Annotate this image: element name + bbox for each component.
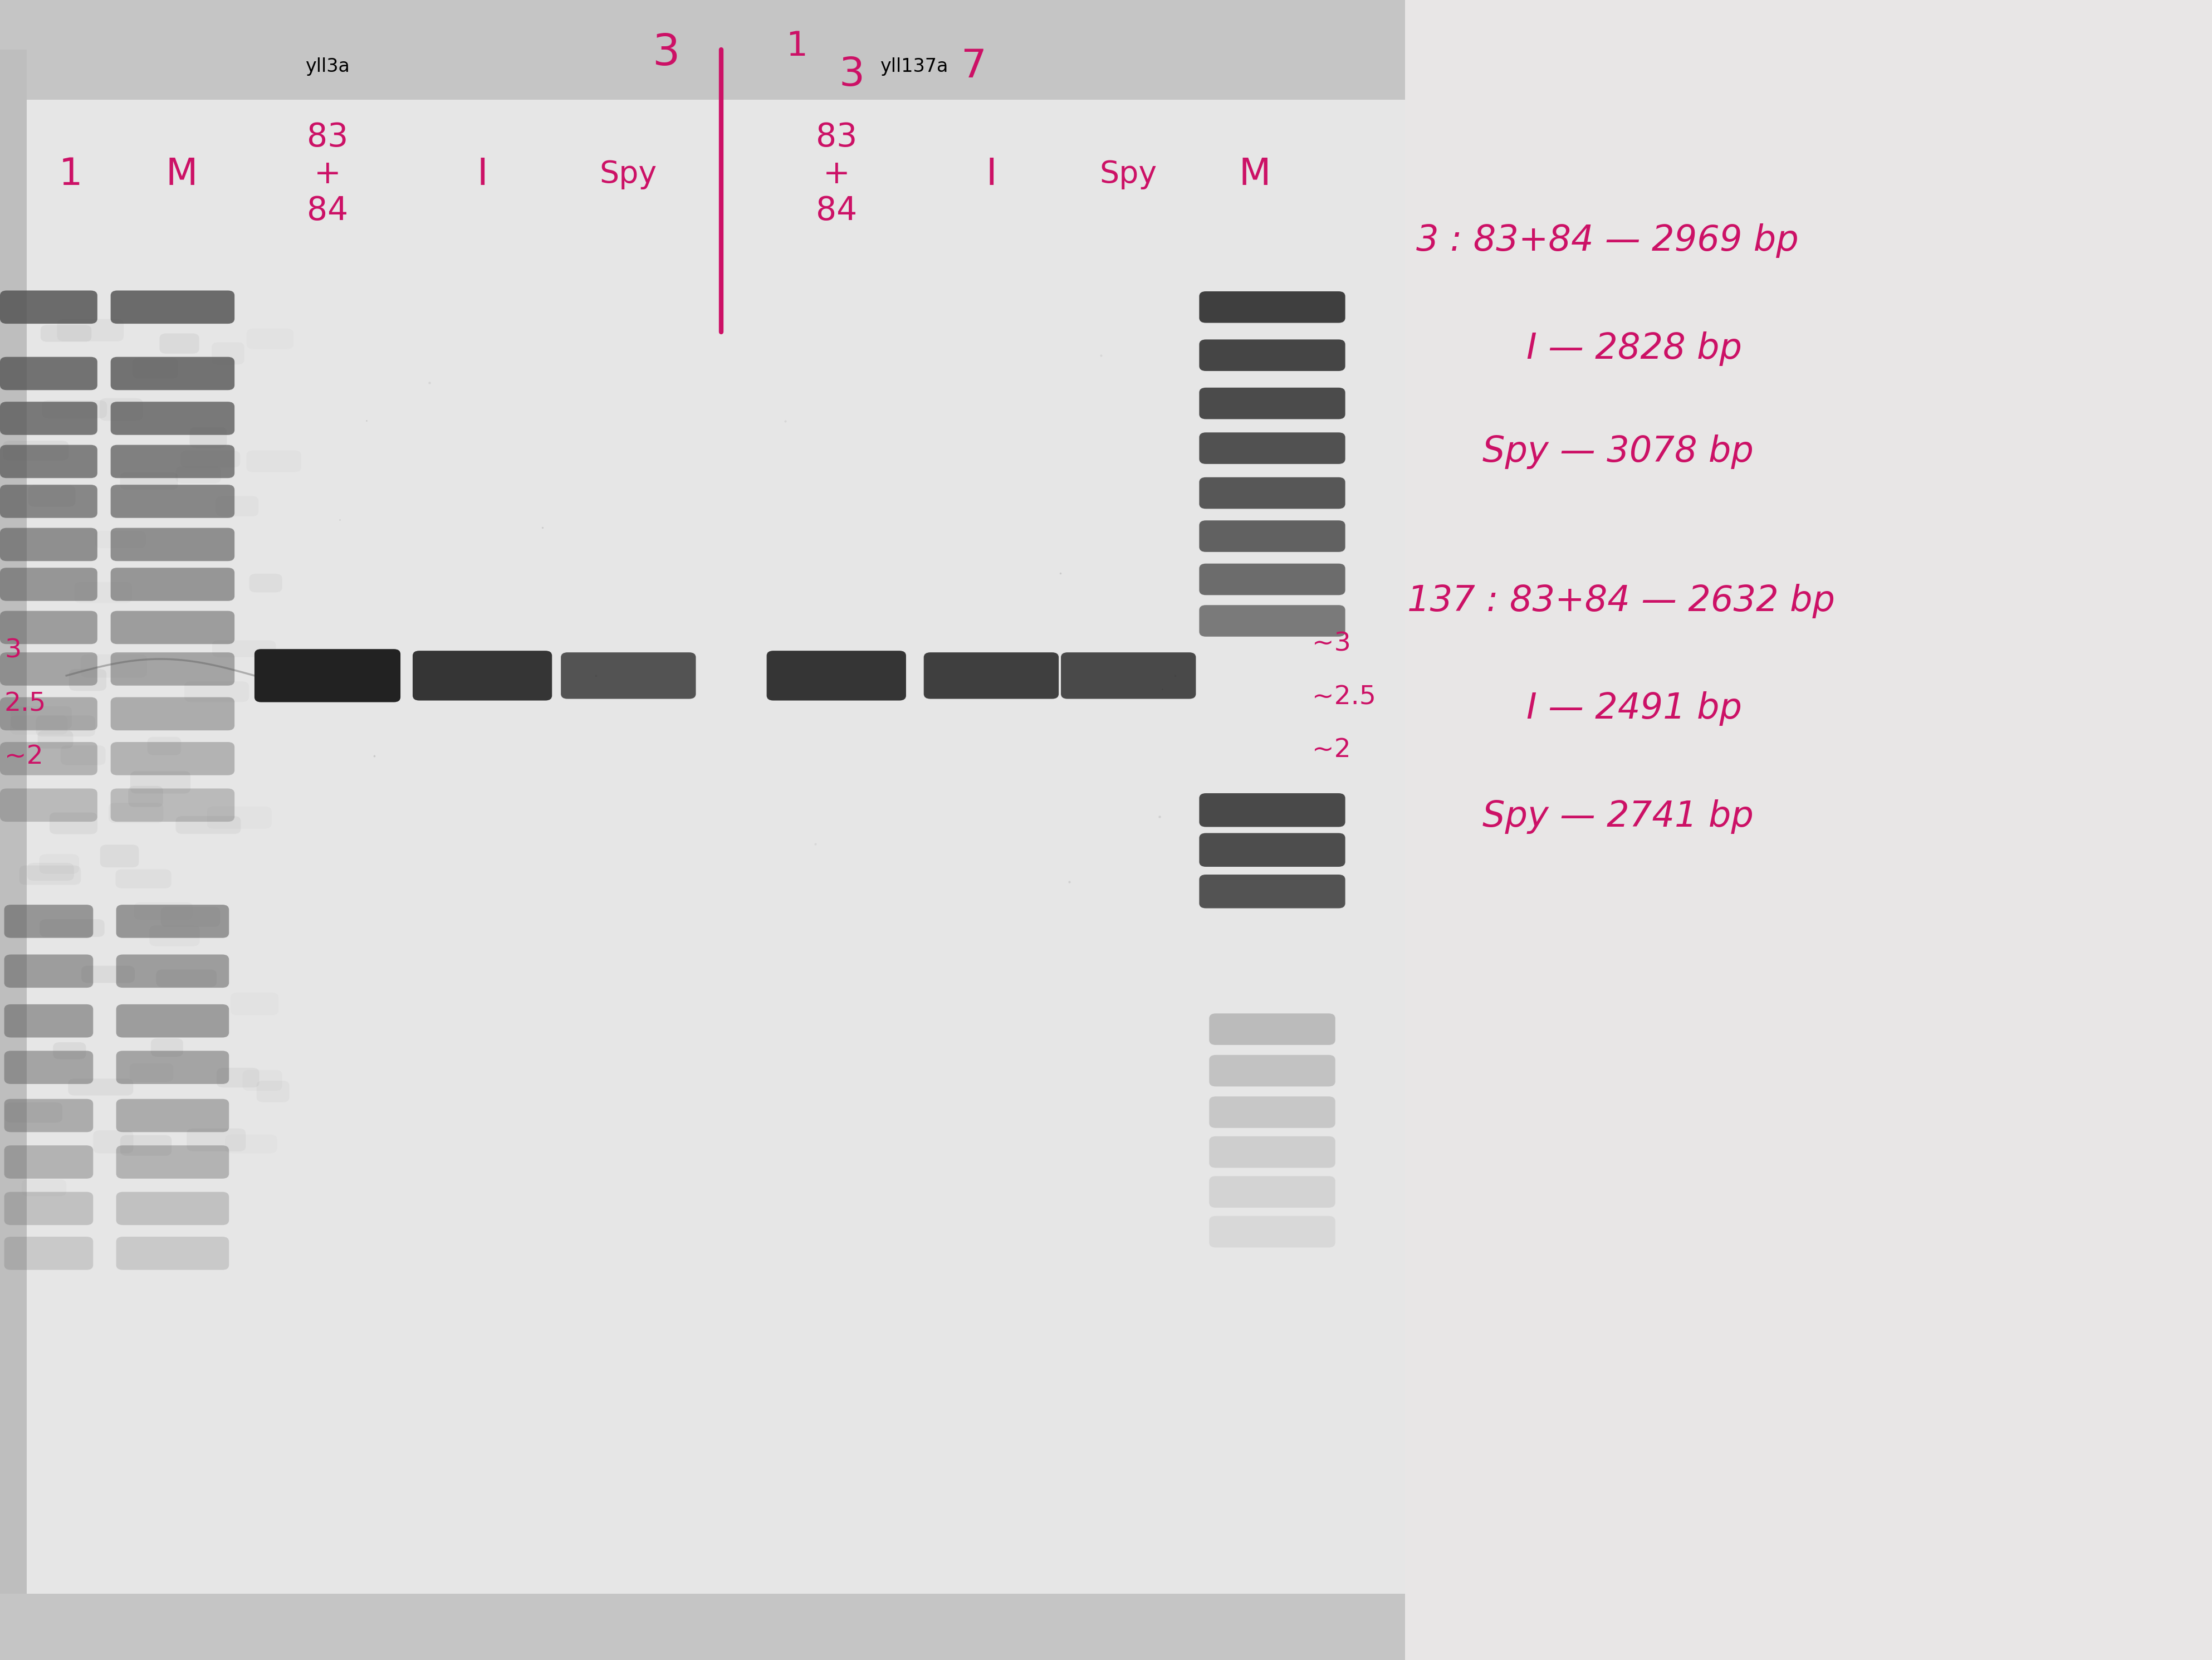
- FancyBboxPatch shape: [181, 452, 241, 468]
- FancyBboxPatch shape: [254, 649, 400, 702]
- FancyBboxPatch shape: [150, 1038, 184, 1057]
- FancyBboxPatch shape: [40, 855, 80, 873]
- FancyBboxPatch shape: [115, 1237, 228, 1270]
- FancyBboxPatch shape: [1062, 652, 1194, 699]
- FancyBboxPatch shape: [111, 485, 234, 518]
- FancyBboxPatch shape: [0, 697, 97, 730]
- Text: I — 2828 bp: I — 2828 bp: [1526, 332, 1741, 365]
- Text: Spy: Spy: [599, 159, 657, 189]
- Text: 83
+
84: 83 + 84: [307, 121, 347, 227]
- Text: Spy: Spy: [1099, 159, 1157, 189]
- FancyBboxPatch shape: [157, 969, 217, 988]
- FancyBboxPatch shape: [4, 954, 93, 988]
- Text: I — 2491 bp: I — 2491 bp: [1526, 692, 1741, 725]
- FancyBboxPatch shape: [115, 1004, 228, 1038]
- FancyBboxPatch shape: [29, 485, 75, 506]
- FancyBboxPatch shape: [111, 402, 234, 435]
- FancyBboxPatch shape: [217, 1067, 259, 1087]
- FancyBboxPatch shape: [0, 1594, 1405, 1660]
- FancyBboxPatch shape: [69, 1079, 133, 1096]
- FancyBboxPatch shape: [0, 290, 97, 324]
- FancyBboxPatch shape: [111, 445, 234, 478]
- Text: 1: 1: [60, 156, 82, 193]
- FancyBboxPatch shape: [58, 319, 124, 342]
- FancyBboxPatch shape: [0, 485, 97, 518]
- Text: ~2.5: ~2.5: [1312, 684, 1376, 710]
- Text: 7: 7: [960, 46, 987, 86]
- FancyBboxPatch shape: [111, 611, 234, 644]
- FancyBboxPatch shape: [42, 400, 106, 418]
- Text: yll3a: yll3a: [305, 56, 349, 76]
- FancyBboxPatch shape: [11, 706, 71, 729]
- FancyBboxPatch shape: [1208, 1013, 1334, 1046]
- FancyBboxPatch shape: [111, 788, 234, 822]
- FancyBboxPatch shape: [100, 845, 139, 868]
- FancyBboxPatch shape: [148, 737, 181, 755]
- Text: ~2: ~2: [4, 744, 44, 770]
- FancyBboxPatch shape: [1199, 388, 1345, 418]
- FancyBboxPatch shape: [27, 863, 73, 881]
- Text: Spy — 3078 bp: Spy — 3078 bp: [1482, 435, 1754, 468]
- FancyBboxPatch shape: [38, 730, 73, 749]
- Text: I: I: [987, 156, 995, 193]
- FancyBboxPatch shape: [40, 920, 104, 936]
- FancyBboxPatch shape: [212, 342, 243, 365]
- FancyBboxPatch shape: [119, 471, 177, 490]
- FancyBboxPatch shape: [560, 652, 695, 699]
- Text: Spy — 2741 bp: Spy — 2741 bp: [1482, 800, 1754, 833]
- FancyBboxPatch shape: [0, 568, 97, 601]
- FancyBboxPatch shape: [60, 745, 106, 765]
- FancyBboxPatch shape: [115, 1051, 228, 1084]
- FancyBboxPatch shape: [4, 1051, 93, 1084]
- Text: 2.5: 2.5: [4, 691, 46, 717]
- FancyBboxPatch shape: [0, 402, 97, 435]
- FancyBboxPatch shape: [111, 697, 234, 730]
- FancyBboxPatch shape: [1208, 1097, 1334, 1129]
- FancyBboxPatch shape: [1208, 1175, 1334, 1208]
- FancyBboxPatch shape: [111, 568, 234, 601]
- Text: 3: 3: [838, 55, 865, 95]
- Text: ~3: ~3: [1312, 631, 1352, 657]
- Text: 3: 3: [4, 637, 22, 664]
- FancyBboxPatch shape: [186, 1129, 246, 1152]
- FancyBboxPatch shape: [217, 496, 259, 516]
- FancyBboxPatch shape: [0, 50, 1405, 1594]
- FancyBboxPatch shape: [0, 50, 27, 1594]
- FancyBboxPatch shape: [4, 1004, 93, 1038]
- FancyBboxPatch shape: [0, 445, 97, 478]
- FancyBboxPatch shape: [131, 770, 190, 793]
- FancyBboxPatch shape: [250, 574, 283, 593]
- FancyBboxPatch shape: [1208, 1056, 1334, 1087]
- Text: 3: 3: [653, 32, 679, 75]
- FancyBboxPatch shape: [150, 925, 199, 946]
- FancyBboxPatch shape: [1199, 340, 1345, 370]
- FancyBboxPatch shape: [2, 442, 69, 460]
- FancyBboxPatch shape: [4, 1102, 62, 1122]
- Text: 137 : 83+84 — 2632 bp: 137 : 83+84 — 2632 bp: [1407, 584, 1834, 618]
- FancyBboxPatch shape: [115, 905, 228, 938]
- FancyBboxPatch shape: [108, 803, 164, 823]
- FancyBboxPatch shape: [93, 1130, 133, 1154]
- FancyBboxPatch shape: [20, 865, 82, 885]
- FancyBboxPatch shape: [4, 1192, 93, 1225]
- FancyBboxPatch shape: [49, 812, 97, 835]
- FancyBboxPatch shape: [1199, 292, 1345, 324]
- Text: 3 : 83+84 — 2969 bp: 3 : 83+84 — 2969 bp: [1416, 224, 1798, 257]
- Text: M: M: [1239, 156, 1270, 193]
- Text: 1: 1: [785, 30, 807, 63]
- FancyBboxPatch shape: [1199, 875, 1345, 908]
- Text: yll137a: yll137a: [880, 56, 947, 76]
- Text: I: I: [478, 156, 487, 193]
- FancyBboxPatch shape: [111, 742, 234, 775]
- FancyBboxPatch shape: [111, 290, 234, 324]
- FancyBboxPatch shape: [115, 1192, 228, 1225]
- FancyBboxPatch shape: [4, 1237, 93, 1270]
- FancyBboxPatch shape: [100, 398, 144, 420]
- FancyBboxPatch shape: [4, 1145, 93, 1179]
- FancyBboxPatch shape: [80, 654, 146, 677]
- FancyBboxPatch shape: [69, 669, 106, 691]
- FancyBboxPatch shape: [115, 1099, 228, 1132]
- FancyBboxPatch shape: [1199, 833, 1345, 867]
- FancyBboxPatch shape: [0, 611, 97, 644]
